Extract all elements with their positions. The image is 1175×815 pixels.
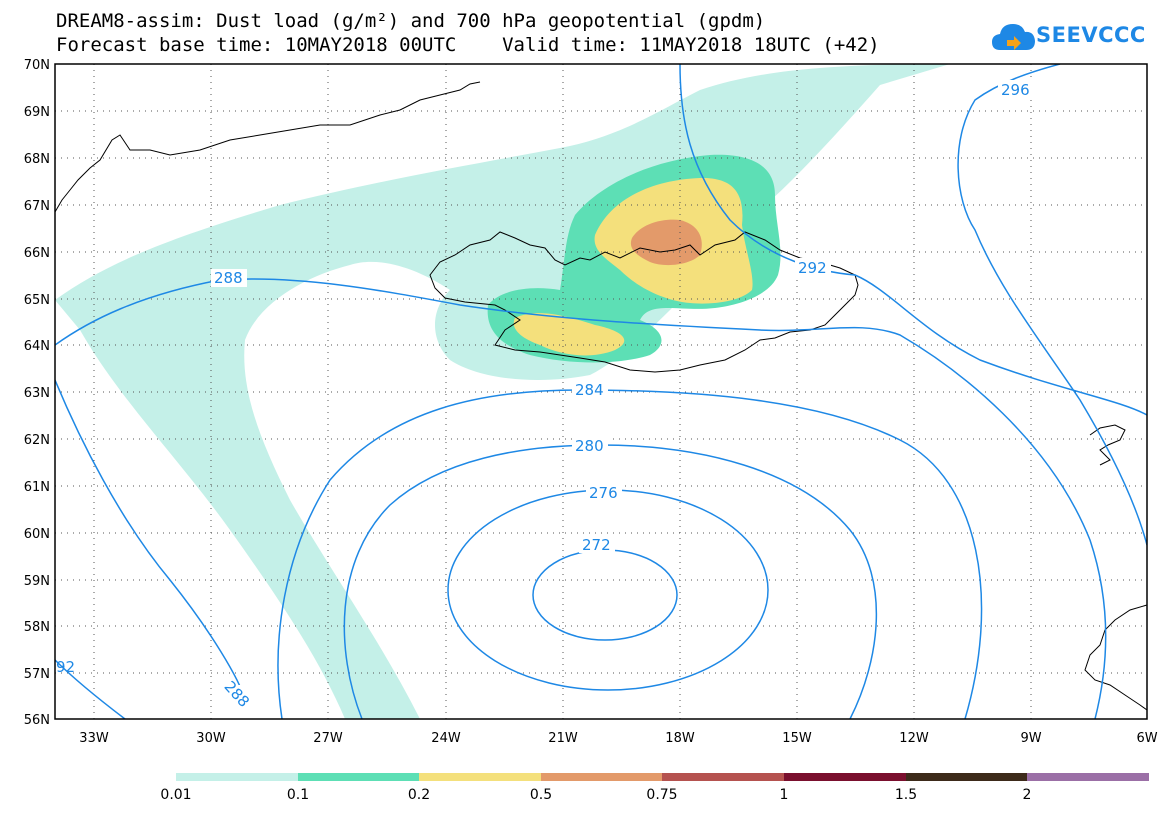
lat-label-68n: 68N (24, 152, 50, 167)
cloud-icon (992, 24, 1035, 50)
lat-label-66n: 66N (24, 246, 50, 261)
lon-label-24w: 24W (431, 731, 461, 746)
legend-swatch-5 (662, 773, 784, 781)
contour-284 (277, 389, 983, 719)
contour-292-southwest (55, 659, 126, 719)
legend-label-1: 1 (780, 787, 789, 803)
iceland-coast (429, 231, 859, 373)
contour-296 (957, 64, 1147, 546)
map-title: DREAM8-assim: Dust load (g/m²) and 700 h… (56, 10, 766, 32)
legend-label-02: 0.2 (408, 787, 430, 803)
legend-label-001: 0.01 (160, 787, 191, 803)
lat-label-64n: 64N (24, 339, 50, 354)
lat-label-61n: 61N (24, 480, 50, 495)
lat-label-56n: 56N (24, 713, 50, 728)
lat-label-59n: 59N (24, 574, 50, 589)
contour-label-292: 292 (798, 259, 827, 277)
contour-label-292-southwest: 92 (56, 658, 75, 676)
latitude-labels: 70N 69N 68N 67N 66N 65N 64N 63N 62N 61N … (24, 58, 50, 728)
lon-label-6w: 6W (1136, 731, 1157, 746)
longitude-labels: 33W 30W 27W 24W 21W 18W 15W 12W 9W 6W (79, 731, 1157, 746)
legend-swatch-6 (784, 773, 906, 781)
lon-label-12w: 12W (899, 731, 929, 746)
lon-label-21w: 21W (548, 731, 578, 746)
contour-292-north (679, 64, 1147, 416)
legend-swatch-4 (541, 773, 662, 781)
legend-label-01: 0.1 (287, 787, 309, 803)
map-frame (54, 63, 1148, 720)
map-subtitle: Forecast base time: 10MAY2018 00UTC Vali… (56, 34, 880, 56)
contour-288-south (55, 379, 246, 701)
faroe-islands (1089, 424, 1126, 466)
lat-label-63n: 63N (24, 386, 50, 401)
greenland-coast (55, 81, 481, 213)
lat-label-57n: 57N (24, 667, 50, 682)
lat-label-62n: 62N (24, 433, 50, 448)
legend-label-15: 1.5 (895, 787, 917, 803)
dust-band-05 (630, 219, 702, 266)
lon-label-27w: 27W (313, 731, 343, 746)
lat-label-60n: 60N (24, 527, 50, 542)
legend-labels: 0.01 0.1 0.2 0.5 0.75 1 1.5 2 (160, 787, 1031, 803)
legend-label-05: 0.5 (530, 787, 552, 803)
contour-label-276: 276 (589, 484, 618, 502)
lon-label-30w: 30W (196, 731, 226, 746)
legend-swatch-1 (176, 773, 298, 781)
lon-label-18w: 18W (665, 731, 695, 746)
contour-label-280: 280 (575, 437, 604, 455)
legend-label-2: 2 (1023, 787, 1032, 803)
logo-text: SEEVCCC (1036, 23, 1146, 47)
legend-swatch-8 (1027, 773, 1149, 781)
legend-colorbar (176, 773, 1149, 781)
contour-label-296: 296 (1001, 81, 1030, 99)
legend-swatch-2 (298, 773, 419, 781)
contour-label-284: 284 (575, 381, 604, 399)
contour-label-272: 272 (582, 536, 611, 554)
seevccc-logo (992, 24, 1035, 50)
contour-labels: 296 292 288 288 284 280 276 272 92 (56, 80, 1034, 711)
coastlines (55, 81, 1147, 711)
lon-label-9w: 9W (1020, 731, 1041, 746)
lat-label-70n: 70N (24, 58, 50, 73)
lat-label-65n: 65N (24, 293, 50, 308)
lat-label-67n: 67N (24, 199, 50, 214)
dust-band-02 (513, 177, 753, 356)
lon-label-15w: 15W (782, 731, 812, 746)
lat-label-58n: 58N (24, 620, 50, 635)
scotland-coast (1084, 604, 1147, 711)
legend-swatch-3 (419, 773, 541, 781)
legend-label-075: 0.75 (646, 787, 677, 803)
lon-label-33w: 33W (79, 731, 109, 746)
lat-label-69n: 69N (24, 105, 50, 120)
contour-label-288-north: 288 (214, 269, 243, 287)
legend-swatch-7 (906, 773, 1027, 781)
